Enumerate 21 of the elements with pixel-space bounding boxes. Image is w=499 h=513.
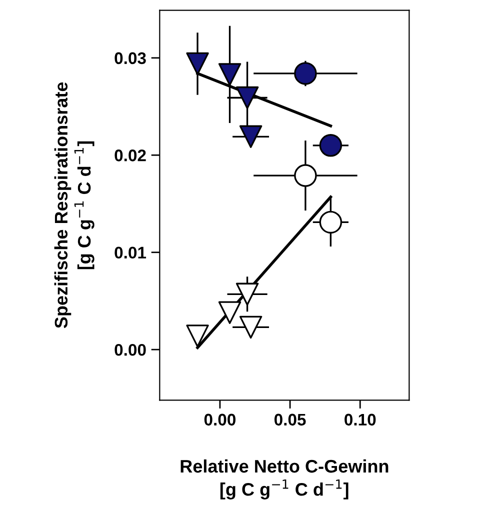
point: [294, 164, 317, 187]
point: [239, 316, 262, 339]
point: [236, 282, 259, 306]
point: [294, 62, 317, 85]
x-tick-label: 0.00: [204, 414, 236, 426]
x-axis-title: Relative Netto C-Gewinn [g C g$^{−1}$ C d$^{−1}$]: [180, 459, 388, 500]
y-tick-label: 0.02: [114, 150, 146, 162]
x-tick-label: 0.05: [274, 414, 306, 426]
y-axis-title: Spezifische Respirationsrate [g C g$^{−1}$ C d$^{−1}$]: [54, 82, 94, 328]
point: [319, 210, 342, 234]
point: [186, 324, 209, 348]
y-tick-label: 0.01: [114, 246, 146, 259]
point: [239, 125, 262, 148]
point: [319, 134, 342, 157]
point: [218, 63, 242, 86]
point: [218, 301, 242, 324]
y-tick-label: 0.03: [114, 52, 146, 64]
y-tick-label: 0.00: [114, 344, 146, 356]
point: [236, 86, 259, 110]
point: [186, 52, 209, 76]
x-tick-label: 0.10: [344, 414, 376, 426]
